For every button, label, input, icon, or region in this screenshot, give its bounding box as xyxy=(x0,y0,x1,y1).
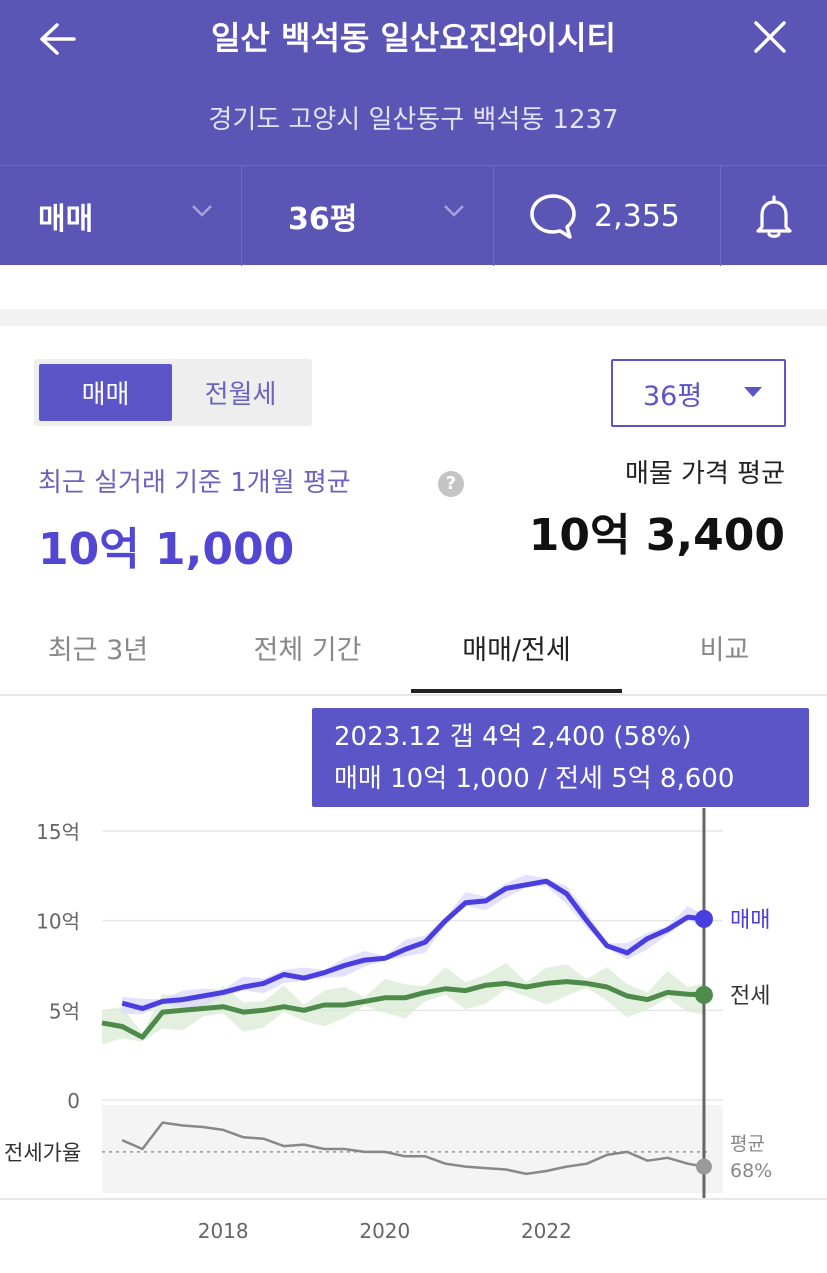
listing-average-value: 10억 3,400 xyxy=(528,510,785,561)
chevron-down-icon xyxy=(444,205,464,217)
size-select-value: 36평 xyxy=(643,380,703,412)
jeonse-end-marker xyxy=(694,985,713,1004)
tab-sale-jeonse[interactable]: 매매/전세 xyxy=(462,634,571,666)
caret-down-icon xyxy=(744,387,762,397)
x-tick-label: 2020 xyxy=(359,1219,410,1243)
tab-recent-3y[interactable]: 최근 3년 xyxy=(47,634,149,666)
close-icon xyxy=(754,21,786,53)
close-button[interactable] xyxy=(746,16,794,58)
deal-type-label: 매매 xyxy=(38,202,94,237)
ratio-panel-background xyxy=(102,1105,723,1193)
app-header: 일산 백석동 일산요진와이시티 경기도 고양시 일산동구 백석동 1237 매매… xyxy=(0,0,827,266)
help-icon[interactable]: ? xyxy=(438,471,464,497)
ratio-average-value: 68% xyxy=(730,1160,772,1182)
arrow-left-icon xyxy=(40,23,76,55)
alarm-button[interactable] xyxy=(721,166,827,266)
sale-end-marker xyxy=(694,909,713,928)
sale-series-label: 매매 xyxy=(730,908,770,933)
y-tick-label: 15억 xyxy=(36,820,80,844)
comments-button[interactable]: 2,355 xyxy=(494,166,721,266)
size-select[interactable]: 36평 xyxy=(611,359,786,427)
bell-icon xyxy=(756,195,792,238)
toggle-rent-button[interactable]: 전월세 xyxy=(204,380,277,410)
jeonse-series-line xyxy=(101,979,705,1040)
speech-bubble-icon xyxy=(530,194,576,239)
section-divider xyxy=(0,309,827,326)
y-tick-label: 5억 xyxy=(49,999,80,1023)
size-dropdown[interactable]: 36평 xyxy=(242,166,494,266)
chart-tooltip: 2023.12 갭 4억 2,400 (58%) 매매 10억 1,000 / … xyxy=(312,708,809,807)
trade-type-toggle: 매매 전월세 xyxy=(34,359,312,426)
listing-average-label: 매물 가격 평균 xyxy=(624,459,785,489)
size-label: 36평 xyxy=(288,202,358,237)
filter-bar: 매매 36평 2,355 xyxy=(0,165,827,266)
sale-series-line xyxy=(121,878,705,1011)
tooltip-price-line: 매매 10억 1,000 / 전세 5억 8,600 xyxy=(334,764,735,794)
recent-average-label: 최근 실거래 기준 1개월 평균 xyxy=(38,468,351,498)
toggle-sale-button[interactable]: 매매 xyxy=(39,364,172,421)
deal-type-dropdown[interactable]: 매매 xyxy=(0,166,242,266)
y-tick-label: 0 xyxy=(67,1089,80,1113)
chart-bottom-divider xyxy=(0,1198,827,1200)
comment-count: 2,355 xyxy=(594,198,680,234)
period-tabs: 최근 3년 전체 기간 매매/전세 비교 xyxy=(0,600,827,696)
recent-average-value: 10억 1,000 xyxy=(38,524,295,575)
x-tick-label: 2018 xyxy=(198,1219,249,1243)
jeonse-series-label: 전세 xyxy=(730,984,770,1009)
back-button[interactable] xyxy=(32,18,82,60)
address-text: 경기도 고양시 일산동구 백석동 1237 xyxy=(208,105,619,135)
y-tick-label: 10억 xyxy=(36,910,80,934)
tooltip-gap-line: 2023.12 갭 4억 2,400 (58%) xyxy=(334,722,692,752)
ratio-label: 전세가율 xyxy=(4,1141,81,1165)
page-title: 일산 백석동 일산요진와이시티 xyxy=(210,19,616,57)
chevron-down-icon xyxy=(192,205,212,217)
active-tab-indicator xyxy=(411,689,622,693)
x-tick-label: 2022 xyxy=(521,1219,572,1243)
ratio-end-marker xyxy=(695,1158,712,1175)
tab-all-period[interactable]: 전체 기간 xyxy=(253,634,362,666)
ratio-series-line xyxy=(121,1121,705,1176)
tab-compare[interactable]: 비교 xyxy=(699,634,750,666)
ratio-average-label: 평균 xyxy=(730,1133,765,1155)
